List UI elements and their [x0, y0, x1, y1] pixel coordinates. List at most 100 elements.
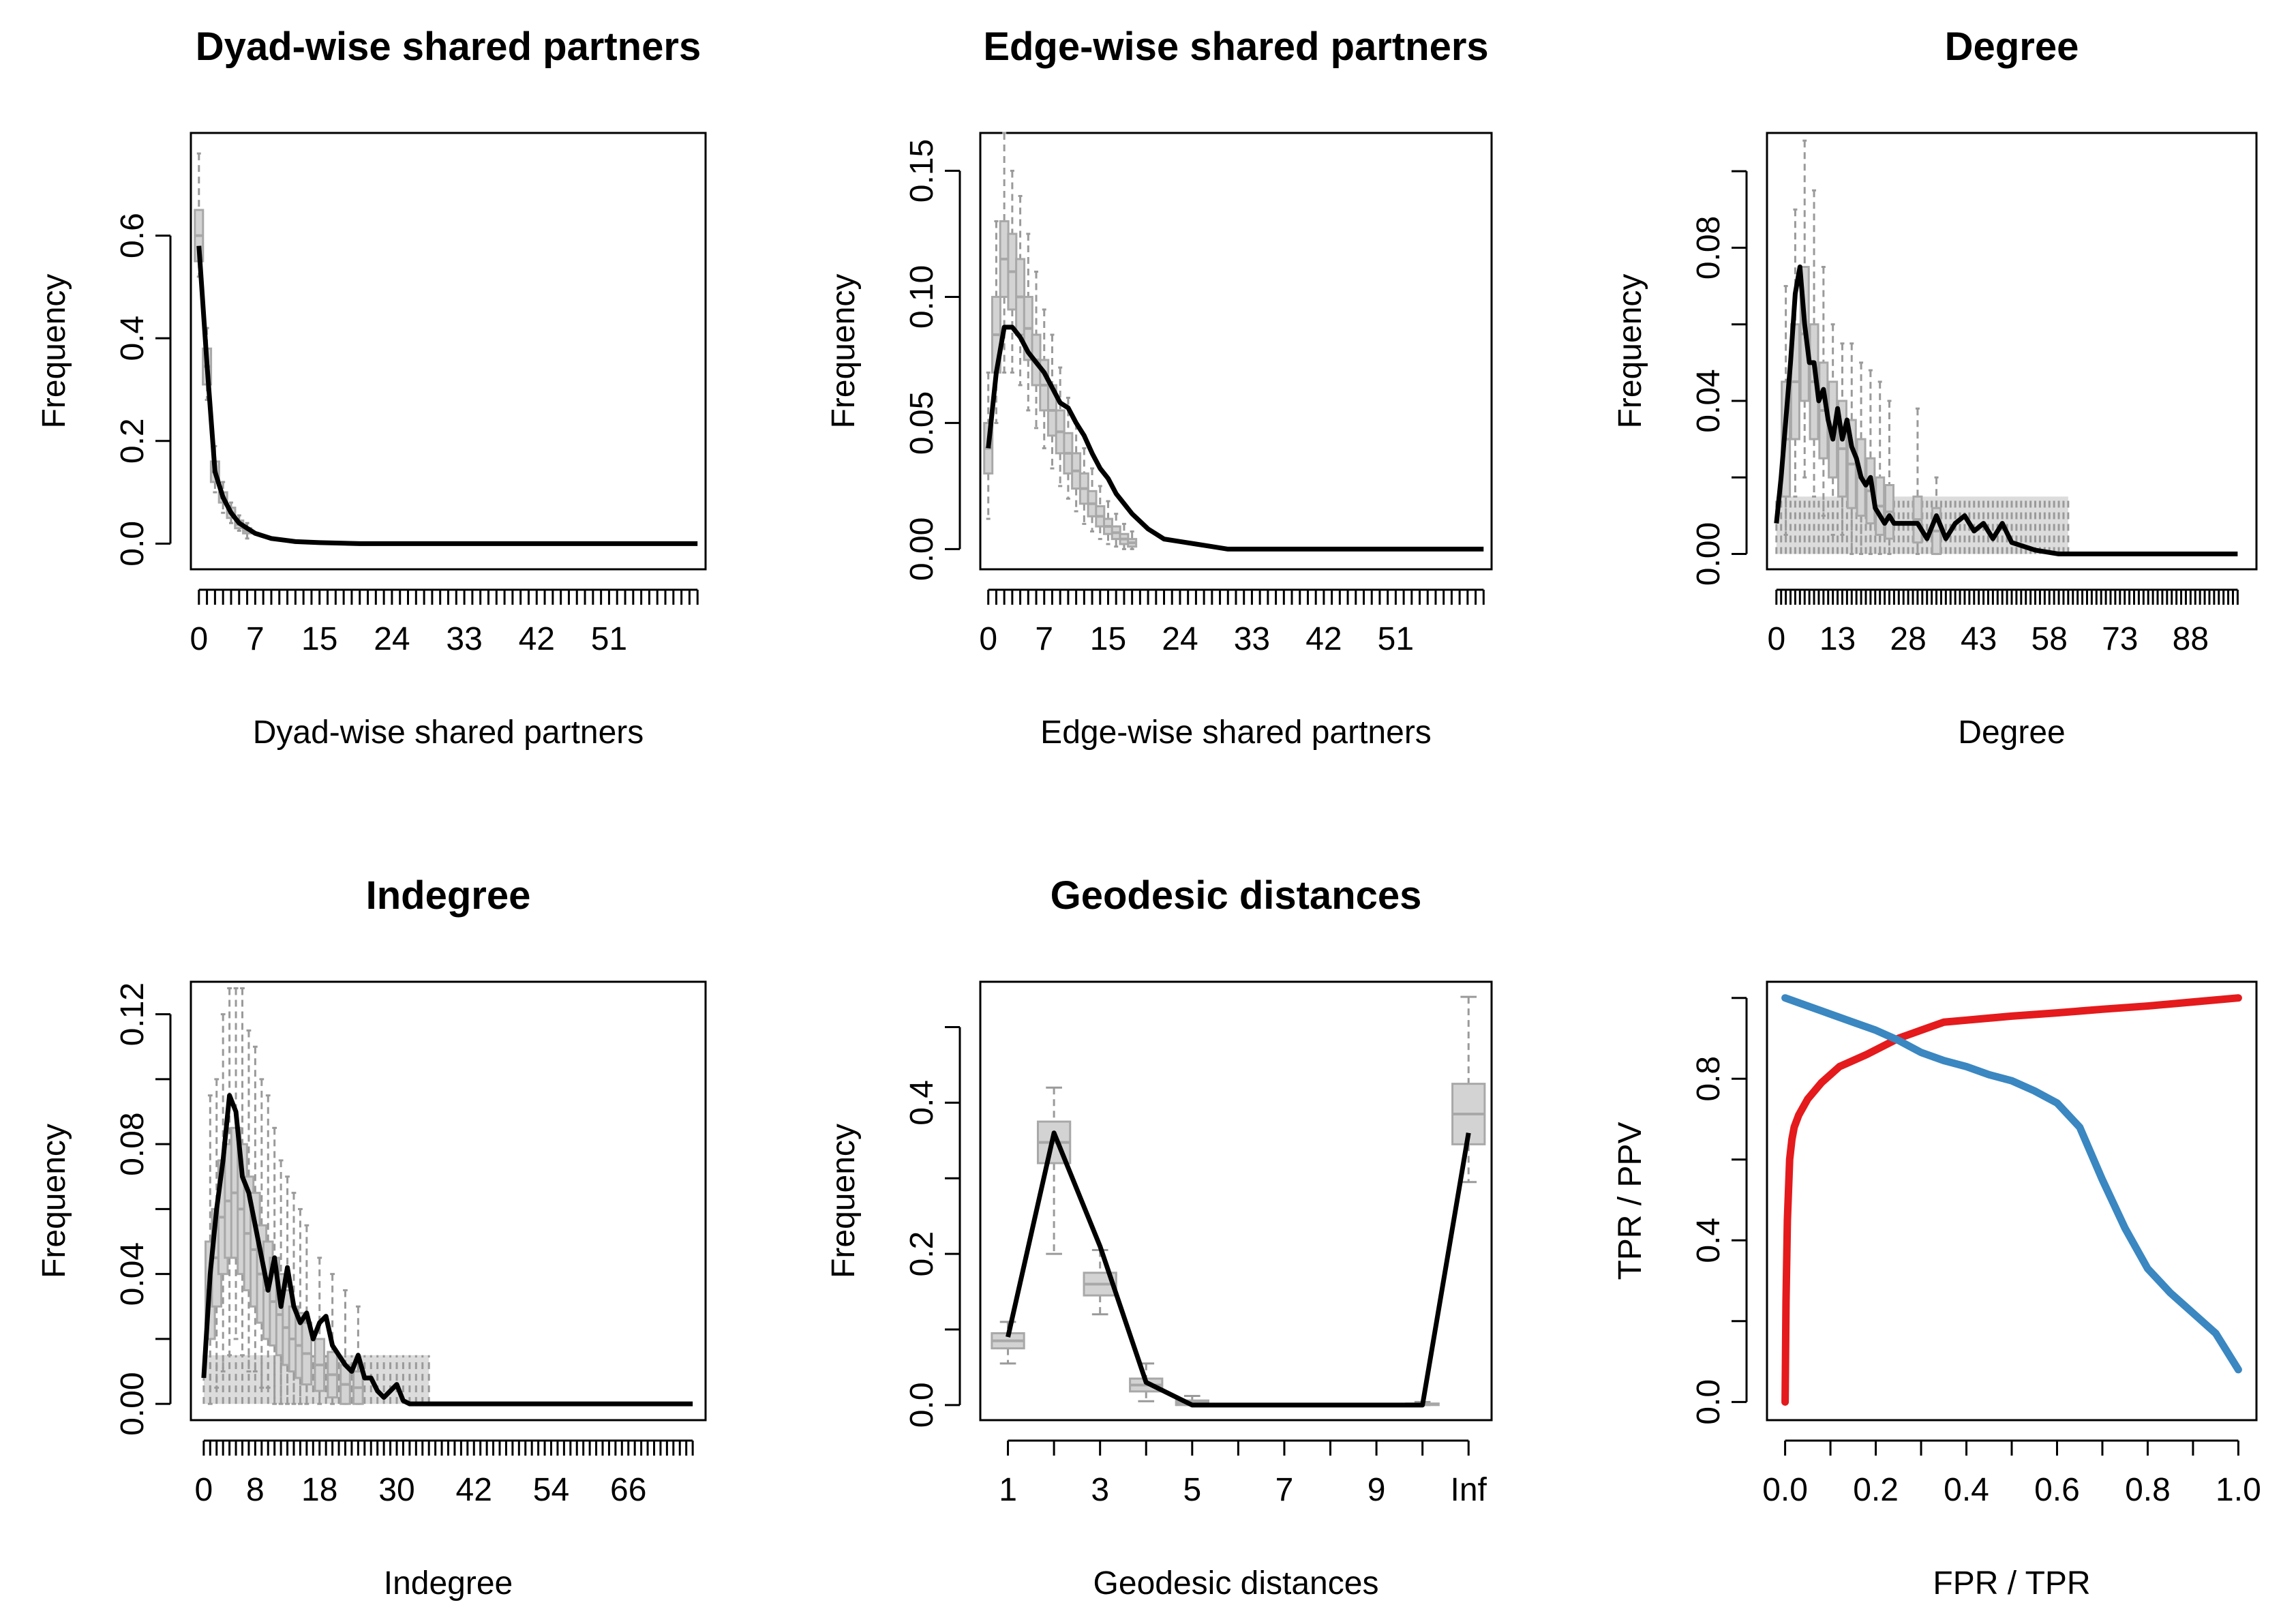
x-tick-label: 66: [610, 1472, 646, 1508]
x-tick-label: 3: [1091, 1472, 1109, 1508]
y-tick-label: 0.04: [1691, 369, 1727, 432]
x-tick-label: 24: [374, 621, 410, 657]
x-axis: 0.0 0.2 0.4 0.6 0.8 1.0: [1762, 1439, 2261, 1508]
x-tick-label: 30: [378, 1472, 414, 1508]
plot-frame: [979, 132, 1493, 571]
simulation-boxplots: [991, 995, 1486, 1407]
y-axis-label: Frequency: [36, 1124, 72, 1278]
x-axis: 0 8 18 30 42 54 66: [195, 1439, 694, 1508]
y-tick-label: 0.04: [115, 1242, 151, 1306]
x-tick-label: 88: [2173, 621, 2209, 657]
chart-title: Indegree: [366, 873, 531, 918]
simulation-boxplots: [194, 152, 253, 540]
y-axis-label: Frequency: [826, 274, 862, 429]
x-tick-label: 15: [301, 621, 337, 657]
x-tick-label: 15: [1090, 621, 1126, 657]
series-line-1: [1781, 994, 2242, 1374]
x-tick-label: 7: [1275, 1472, 1294, 1508]
x-tick-label: 58: [2031, 621, 2068, 657]
x-axis-label: Indegree: [384, 1565, 513, 1602]
y-tick-label: 0.4: [115, 316, 151, 361]
chart-panel-dsp: Dyad-wise shared partners 0.0 0.2 0.4 0.6 Fre…: [36, 25, 707, 751]
x-tick-label: 42: [456, 1472, 492, 1508]
plot-frame: [1766, 132, 2258, 571]
x-axis-label: FPR / TPR: [1933, 1565, 2090, 1602]
y-tick-label: 0.00: [1691, 522, 1727, 586]
x-tick-label: 7: [1035, 621, 1053, 657]
x-axis: 0 13 28 43 58 73 88: [1767, 588, 2239, 657]
x-tick-label: 0: [979, 621, 997, 657]
x-tick-label: 5: [1183, 1472, 1201, 1508]
x-tick-label: 0.2: [1853, 1472, 1899, 1508]
y-axis-label: TPR / PPV: [1612, 1122, 1648, 1280]
x-tick-label: 0: [195, 1472, 213, 1508]
x-tick-label: 13: [1819, 621, 1856, 657]
chart-panel-esp: Edge-wise shared partners 0.00 0.05 0.10 0.1…: [826, 25, 1493, 751]
x-tick-label: 0.6: [2034, 1472, 2080, 1508]
y-tick-label: 0.8: [1691, 1056, 1727, 1102]
y-tick-label: 0.4: [1691, 1218, 1727, 1263]
x-tick-label: 7: [246, 621, 265, 657]
y-axis: 0.0 0.2 0.4: [904, 1026, 961, 1428]
x-tick-label: 0.0: [1762, 1472, 1808, 1508]
y-axis: 0.0 0.4 0.8: [1691, 997, 1748, 1425]
x-tick-label: Inf: [1451, 1472, 1487, 1508]
x-tick-label: 0.4: [1944, 1472, 1989, 1508]
observed-line: [201, 1093, 693, 1407]
chart-title: Dyad-wise shared partners: [196, 25, 701, 69]
simulation-boxplots: [202, 987, 430, 1405]
y-tick-label: 0.10: [904, 265, 940, 329]
x-tick-label: 54: [533, 1472, 569, 1508]
y-tick-label: 0.15: [904, 139, 940, 202]
x-axis-label: Edge-wise shared partners: [1040, 715, 1432, 751]
y-tick-label: 0.2: [904, 1231, 940, 1277]
y-tick-label: 0.08: [115, 1112, 151, 1175]
x-tick-label: 51: [591, 621, 627, 657]
x-axis: 0 7 15 24 33 42 51: [190, 588, 699, 657]
x-axis-label: Degree: [1958, 715, 2065, 751]
x-axis: 0 7 15 24 33 42 51: [979, 588, 1485, 657]
observed-line: [986, 325, 1484, 552]
x-axis: 1 3 5 7 9 Inf: [999, 1439, 1487, 1508]
observed-line: [1774, 264, 2238, 557]
y-tick-label: 0.4: [904, 1080, 940, 1126]
x-axis-label: Dyad-wise shared partners: [253, 715, 644, 751]
y-tick-label: 0.6: [115, 213, 151, 258]
observed-line: [1006, 1130, 1471, 1408]
plot-frame: [979, 980, 1493, 1422]
y-tick-label: 0.05: [904, 391, 940, 455]
x-tick-label: 33: [1234, 621, 1270, 657]
x-axis-label: Geodesic distances: [1093, 1565, 1379, 1602]
chart-title: Edge-wise shared partners: [983, 25, 1488, 69]
x-tick-label: 42: [519, 621, 555, 657]
x-tick-label: 0.8: [2125, 1472, 2171, 1508]
y-tick-label: 0.0: [1691, 1379, 1727, 1425]
y-axis-label: Frequency: [826, 1124, 862, 1278]
chart-title: Geodesic distances: [1051, 873, 1422, 918]
chart-panel-geodesic: Geodesic distances 0.0 0.2 0.4 Frequency 1 3 5 7…: [826, 873, 1493, 1602]
y-tick-label: 0.08: [1691, 216, 1727, 280]
x-tick-label: 0: [190, 621, 208, 657]
chart-panel-indegree: Indegree 0.00 0.04 0.08 0.12 Frequency 0 8 18 30 4…: [36, 873, 707, 1602]
series-line-0: [1781, 994, 2242, 1406]
x-tick-label: 73: [2102, 621, 2138, 657]
x-tick-label: 18: [301, 1472, 337, 1508]
y-axis-label: Frequency: [1612, 274, 1648, 429]
x-tick-label: 1.0: [2216, 1472, 2261, 1508]
x-tick-label: 42: [1305, 621, 1342, 657]
y-axis: 0.00 0.04 0.08 0.12: [115, 982, 172, 1436]
observed-line: [196, 245, 698, 546]
y-tick-label: 0.00: [115, 1372, 151, 1435]
y-tick-label: 0.0: [904, 1382, 940, 1428]
chart-title: Degree: [1945, 25, 2079, 69]
x-tick-label: 33: [446, 621, 482, 657]
x-tick-label: 1: [999, 1472, 1017, 1508]
x-tick-label: 51: [1378, 621, 1414, 657]
y-axis: 0.00 0.04 0.08: [1691, 170, 1748, 586]
x-tick-label: 0: [1767, 621, 1785, 657]
y-tick-label: 0.2: [115, 418, 151, 464]
plot-frame: [1766, 980, 2258, 1422]
y-tick-label: 0.12: [115, 982, 151, 1046]
x-tick-label: 24: [1162, 621, 1198, 657]
y-tick-label: 0.00: [904, 517, 940, 581]
